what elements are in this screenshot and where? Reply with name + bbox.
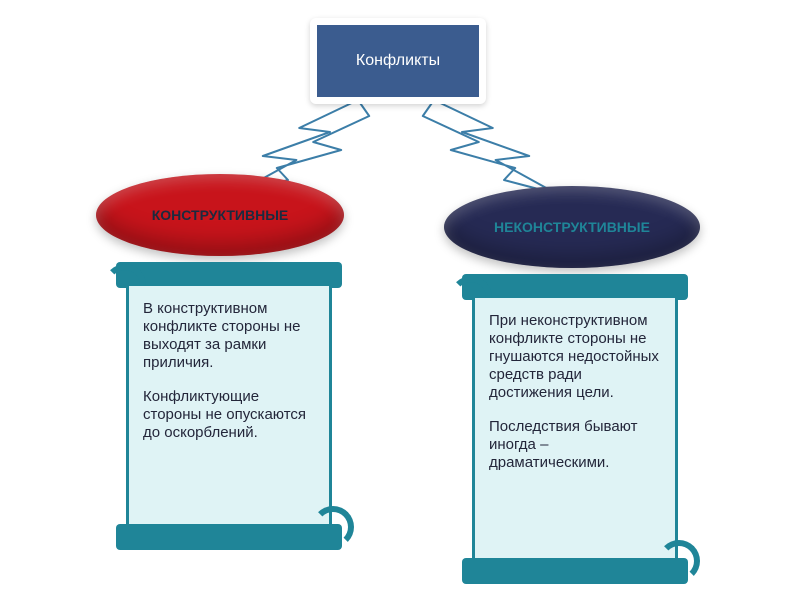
- scroll-top-bar: [462, 274, 688, 300]
- scroll-curl-bottom-right: [312, 506, 354, 548]
- scroll-constructive-body: В конструктивном конфликте стороны не вы…: [126, 286, 332, 526]
- scroll-curl-bottom-right: [658, 540, 700, 582]
- scroll-nonconstructive-p1: При неконструктивном конфликте стороны н…: [489, 312, 661, 402]
- ellipse-constructive-label: КОНСТРУКТИВНЫЕ: [152, 207, 289, 223]
- connector-right: [420, 98, 560, 198]
- scroll-bottom-bar: [116, 524, 342, 550]
- scroll-nonconstructive-body: При неконструктивном конфликте стороны н…: [472, 298, 678, 560]
- root-node-label: Конфликты: [356, 52, 440, 70]
- diagram-canvas: Конфликты КОНСТРУКТИВНЫЕ В конструктивно…: [0, 0, 800, 600]
- ellipse-nonconstructive-label: НЕКОНСТРУКТИВНЫЕ: [494, 219, 650, 235]
- ellipse-constructive: КОНСТРУКТИВНЫЕ: [96, 174, 344, 256]
- scroll-bottom-bar: [462, 558, 688, 584]
- scroll-nonconstructive: При неконструктивном конфликте стороны н…: [472, 284, 678, 574]
- scroll-constructive-p2: Конфликтующие стороны не опускаются до о…: [143, 388, 315, 442]
- root-node-inner: Конфликты: [316, 24, 480, 98]
- scroll-nonconstructive-p2: Последствия бывают иногда – драматически…: [489, 418, 661, 472]
- scroll-constructive-p1: В конструктивном конфликте стороны не вы…: [143, 300, 315, 372]
- scroll-constructive: В конструктивном конфликте стороны не вы…: [126, 272, 332, 540]
- ellipse-nonconstructive: НЕКОНСТРУКТИВНЫЕ: [444, 186, 700, 268]
- scroll-top-bar: [116, 262, 342, 288]
- root-node: Конфликты: [310, 18, 486, 104]
